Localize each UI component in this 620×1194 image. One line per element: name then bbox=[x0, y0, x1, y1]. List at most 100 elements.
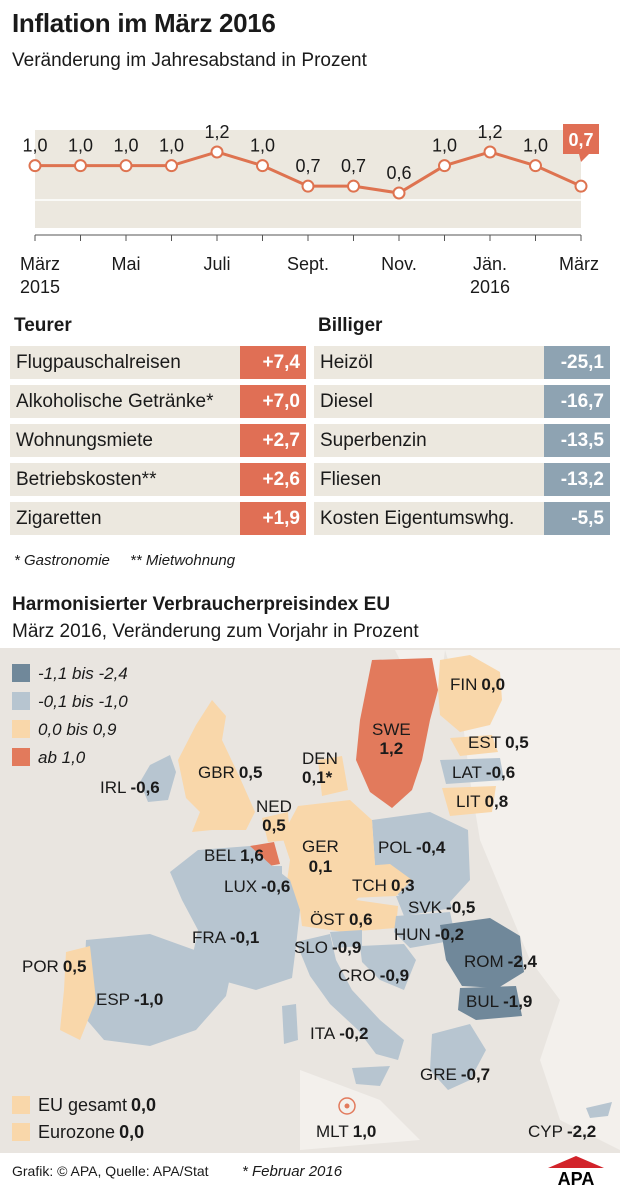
country-label-esp: ESP -1,0 bbox=[96, 990, 163, 1010]
bulgaria-shape bbox=[458, 986, 522, 1020]
country-code: BEL bbox=[204, 846, 237, 865]
austria-shape bbox=[300, 900, 398, 932]
billiger-value: -25,1 bbox=[544, 346, 610, 379]
data-label: 1,0 bbox=[250, 136, 275, 156]
total-value: 0,0 bbox=[119, 1122, 145, 1142]
map-subtitle: März 2016, Veränderung zum Vorjahr in Pr… bbox=[12, 621, 419, 642]
country-code: CRO bbox=[338, 966, 376, 985]
legend-item: -0,1 bis -1,0 bbox=[12, 692, 128, 712]
country-code: LUX bbox=[224, 877, 258, 896]
country-code: POL bbox=[378, 838, 413, 857]
total-label: EU gesamt bbox=[38, 1095, 128, 1115]
country-code: ROM bbox=[464, 952, 504, 971]
netherlands-shape bbox=[262, 812, 290, 842]
country-label-fra: FRA -0,1 bbox=[192, 928, 259, 948]
sardinia-shape bbox=[282, 1004, 298, 1044]
data-point bbox=[438, 159, 451, 173]
legend-label: -1,1 bis -2,4 bbox=[38, 664, 128, 683]
slovenia-shape bbox=[330, 930, 362, 948]
data-point bbox=[28, 159, 42, 173]
country-label-ita: ITA -0,2 bbox=[310, 1024, 368, 1044]
legend-label: 0,0 bis 0,9 bbox=[38, 720, 117, 739]
data-label: 0,7 bbox=[341, 156, 366, 176]
country-value: 0,5 bbox=[262, 816, 286, 835]
denmark-shape bbox=[318, 756, 348, 796]
country-value: -0,6 bbox=[485, 763, 516, 782]
billiger-label: Fliesen bbox=[320, 469, 382, 490]
data-point bbox=[210, 145, 224, 159]
legend-label: ab 1,0 bbox=[38, 748, 86, 767]
country-label-den: DEN 0,1* bbox=[302, 749, 338, 787]
billiger-heading: Billiger bbox=[318, 315, 383, 336]
data-label: 1,0 bbox=[159, 136, 184, 156]
lithuania-shape bbox=[442, 786, 496, 816]
inflation-line-chart: 1,0 1,0 1,0 1,0 1,2 1,0 0,7 0,7 0,6 1,0 1,2 1,0 0,7 M… bbox=[20, 122, 599, 297]
country-label-cro: CRO -0,9 bbox=[338, 966, 409, 986]
country-value: -0,2 bbox=[434, 925, 465, 944]
data-point bbox=[165, 159, 178, 173]
slovakia-shape bbox=[396, 890, 452, 916]
billiger-row: Fliesen -13,2 bbox=[314, 463, 610, 496]
tick-label: 2015 bbox=[20, 277, 60, 297]
tick-label: Sept. bbox=[287, 254, 329, 274]
country-value: 1,0 bbox=[352, 1122, 377, 1141]
credit: Grafik: © APA, Quelle: APA/Stat bbox=[12, 1163, 209, 1179]
country-code: ESP bbox=[96, 990, 131, 1009]
czech-shape bbox=[340, 864, 412, 898]
data-point bbox=[256, 159, 269, 173]
data-label: 0,6 bbox=[386, 163, 411, 183]
data-point bbox=[574, 179, 588, 193]
total-swatch bbox=[12, 1123, 30, 1141]
estonia-shape bbox=[450, 735, 498, 756]
country-code: ITA bbox=[310, 1024, 336, 1043]
total-value: 0,0 bbox=[131, 1095, 157, 1115]
teurer-label: Flugpauschalreisen bbox=[16, 352, 181, 373]
teurer-heading: Teurer bbox=[14, 315, 72, 336]
country-code: POR bbox=[22, 957, 59, 976]
teurer-label: Alkoholische Getränke* bbox=[16, 391, 214, 412]
country-value: 1,6 bbox=[240, 846, 264, 865]
country-label-ost: ÖST 0,6 bbox=[310, 910, 373, 930]
country-label-fin: FIN 0,0 bbox=[450, 675, 505, 695]
data-point bbox=[347, 179, 360, 193]
country-value: -0,6 bbox=[261, 877, 291, 896]
country-label-bel: BEL 1,6 bbox=[204, 846, 264, 866]
page-title: Inflation im März 2016 bbox=[12, 8, 276, 38]
credit-note: * Februar 2016 bbox=[242, 1163, 343, 1180]
country-label-gbr: GBR 0,5 bbox=[198, 763, 262, 783]
data-point bbox=[529, 159, 542, 173]
country-code: EST bbox=[468, 733, 502, 752]
country-code: FRA bbox=[192, 928, 226, 947]
country-label-svk: SVK -0,5 bbox=[408, 898, 475, 918]
great-britain-shape bbox=[178, 700, 255, 832]
spain-shape bbox=[80, 934, 232, 1046]
teurer-label: Betriebskosten** bbox=[16, 469, 157, 490]
country-label-swe: SWE 1,2 bbox=[372, 720, 411, 758]
country-code: GBR bbox=[198, 763, 235, 782]
billiger-label: Kosten Eigentumswhg. bbox=[320, 508, 515, 529]
country-value: 0,0 bbox=[481, 675, 506, 694]
eu-map bbox=[0, 648, 620, 1153]
data-label: 1,2 bbox=[477, 122, 502, 142]
legend-swatch bbox=[12, 748, 30, 766]
teurer-value: +2,6 bbox=[240, 463, 306, 496]
country-code: HUN bbox=[394, 925, 431, 944]
tick-label: 2016 bbox=[470, 277, 510, 297]
country-code: GRE bbox=[420, 1065, 457, 1084]
data-label: 1,0 bbox=[22, 136, 47, 156]
teurer-label: Wohnungsmiete bbox=[16, 430, 153, 451]
data-label: 1,0 bbox=[68, 136, 93, 156]
country-code: SVK bbox=[408, 898, 443, 917]
billiger-label: Heizöl bbox=[320, 352, 373, 373]
teurer-row: Wohnungsmiete +2,7 bbox=[10, 424, 306, 457]
country-value: -0,5 bbox=[446, 898, 476, 917]
country-value: -0,1 bbox=[230, 928, 260, 947]
finland-shape bbox=[438, 655, 502, 732]
country-label-mlt: MLT 1,0 bbox=[316, 1122, 376, 1142]
data-label: 1,0 bbox=[113, 136, 138, 156]
data-point bbox=[74, 159, 87, 173]
legend-label: -0,1 bis -1,0 bbox=[38, 692, 128, 711]
teurer-row: Betriebskosten** +2,6 bbox=[10, 463, 306, 496]
country-value: -1,9 bbox=[503, 992, 533, 1011]
country-value: -2,4 bbox=[507, 952, 537, 971]
